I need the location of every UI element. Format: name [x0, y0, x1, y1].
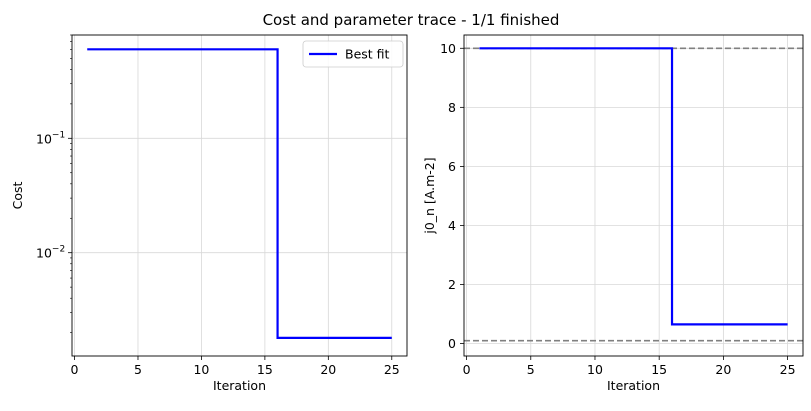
x-tick-label: 5 — [527, 362, 535, 377]
x-tick-label: 25 — [780, 362, 796, 377]
figure-title: Cost and parameter trace - 1/1 finished — [263, 11, 560, 29]
x-tick-label: 5 — [134, 362, 142, 377]
y-tick-label: 8 — [448, 100, 456, 115]
x-tick-label: 20 — [320, 362, 336, 377]
y-tick-label: 2 — [448, 277, 456, 292]
x-tick-label: 0 — [71, 362, 79, 377]
y-axis-label: j0_n [A.m-2] — [422, 157, 437, 234]
x-tick-label: 15 — [651, 362, 667, 377]
y-axis-label: Cost — [10, 182, 25, 210]
legend-label: Best fit — [345, 47, 390, 62]
y-tick-label: 0 — [448, 336, 456, 351]
y-tick-exponent: −1 — [52, 130, 65, 140]
x-tick-label: 20 — [715, 362, 731, 377]
y-tick-base: 10 — [36, 246, 52, 261]
x-tick-label: 25 — [384, 362, 400, 377]
x-tick-label: 10 — [193, 362, 209, 377]
series-line — [87, 48, 392, 339]
parameter-panel: 0 5 10 15 20 25 0 2 4 6 8 10 Iteration j0_n [A.m-2] — [422, 34, 804, 393]
y-tick-label: 10−2 — [36, 245, 65, 261]
y-tick-exponent: −2 — [52, 245, 65, 255]
x-tick-label: 10 — [587, 362, 603, 377]
y-tick-label: 4 — [448, 218, 456, 233]
y-tick-label: 10 — [440, 41, 456, 56]
axes-frame — [463, 34, 804, 357]
x-axis-label: Iteration — [213, 378, 266, 393]
x-tick-label: 15 — [257, 362, 273, 377]
y-tick-label: 6 — [448, 159, 456, 174]
y-tick-label: 10−1 — [36, 130, 65, 146]
y-tick-base: 10 — [36, 131, 52, 146]
x-axis-label: Iteration — [607, 378, 660, 393]
series-line — [479, 47, 788, 326]
axes-frame — [71, 34, 408, 357]
x-tick-label: 0 — [463, 362, 471, 377]
legend-box — [302, 40, 404, 68]
